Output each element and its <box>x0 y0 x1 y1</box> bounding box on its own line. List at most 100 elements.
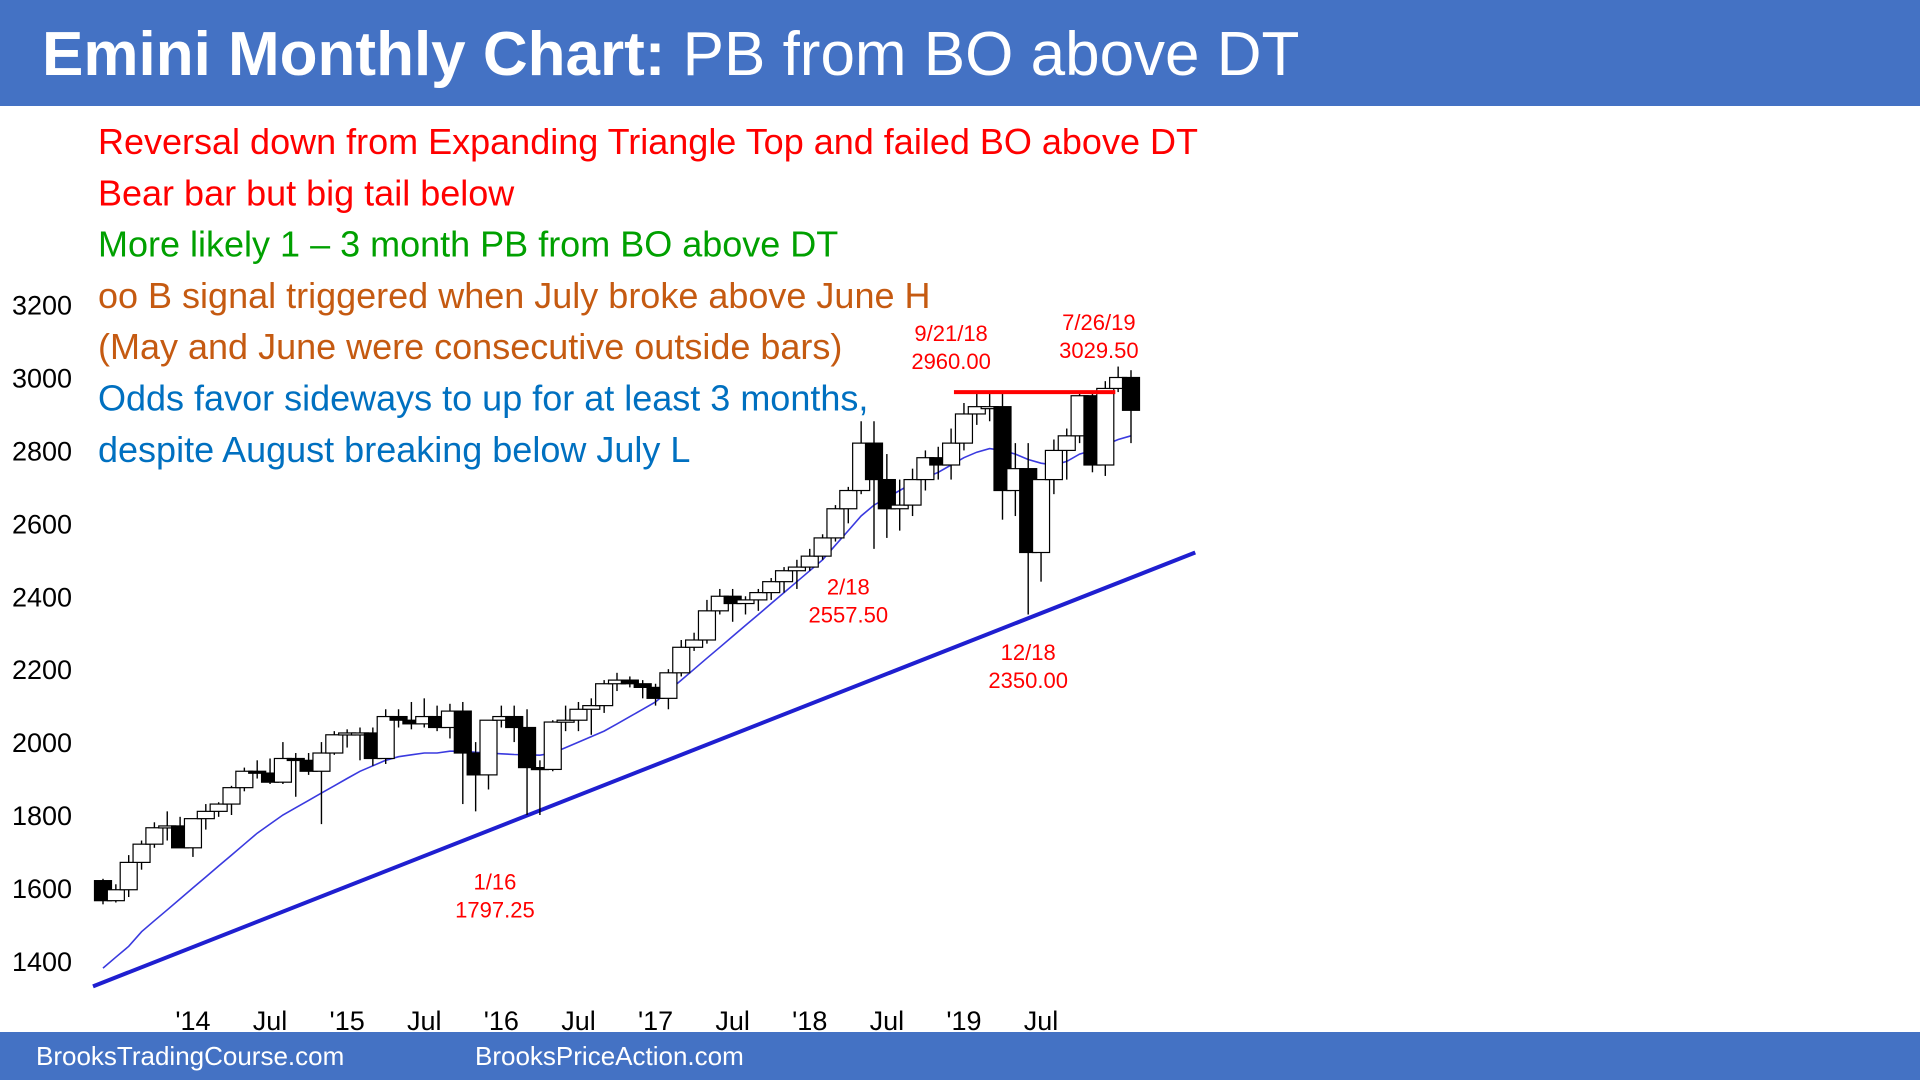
x-tick-label: Jul <box>715 1006 750 1036</box>
x-tick-label: '14 <box>175 1006 210 1036</box>
trend-line <box>92 550 1196 989</box>
x-tick-label: Jul <box>561 1006 596 1036</box>
y-tick-label: 1600 <box>12 874 72 904</box>
chart-note: (May and June were consecutive outside b… <box>98 326 842 367</box>
bull-candle <box>222 787 241 805</box>
moving-average-line <box>102 435 1132 969</box>
title-bold-part: Emini Monthly Chart: <box>42 20 666 89</box>
chart-note: oo B signal triggered when July broke ab… <box>98 275 931 316</box>
x-tick-label: Jul <box>253 1006 288 1036</box>
chart-note: Bear bar but big tail below <box>98 172 515 213</box>
bear-candle <box>517 726 537 769</box>
price-annotation: 3029.50 <box>1059 338 1139 363</box>
bull-candle <box>119 861 138 891</box>
bull-candle <box>1057 435 1076 452</box>
price-annotation: 2/18 <box>827 574 870 599</box>
bull-candle <box>543 721 562 771</box>
price-annotation: 9/21/18 <box>914 321 987 346</box>
title-banner: Emini Monthly Chart: PB from BO above DT <box>0 0 1920 106</box>
y-tick-label: 1400 <box>12 947 72 977</box>
bull-candle <box>659 672 678 699</box>
bull-candle <box>826 508 845 539</box>
bear-candle <box>505 715 524 729</box>
y-tick-label: 2200 <box>12 655 72 685</box>
bull-candle <box>736 599 755 605</box>
price-annotation: 1797.25 <box>455 898 535 923</box>
bear-candle <box>864 442 884 481</box>
chart-note: despite August breaking below July L <box>98 429 690 470</box>
bull-candle <box>800 555 819 568</box>
bull-candle <box>376 715 395 760</box>
bull-candle <box>595 683 614 707</box>
y-tick-label: 2600 <box>12 509 72 539</box>
bull-candle <box>235 770 254 789</box>
bull-candle <box>890 504 909 510</box>
x-tick-label: '16 <box>484 1006 519 1036</box>
footer-banner: BrooksTradingCourse.com BrooksPriceActio… <box>0 1032 1920 1080</box>
x-tick-label: '17 <box>638 1006 673 1036</box>
bull-candle <box>903 478 922 506</box>
bull-candle <box>1096 387 1115 466</box>
bear-candle <box>389 715 408 721</box>
bear-candle <box>248 770 267 774</box>
price-annotation: 1/16 <box>474 870 517 895</box>
footer-right-link[interactable]: BrooksPriceAction.com <box>475 1041 744 1071</box>
bear-candle <box>620 679 639 685</box>
bull-candle <box>1044 449 1064 481</box>
chart-note: More likely 1 – 3 month PB from BO above… <box>98 224 838 265</box>
bull-candle <box>672 646 691 674</box>
x-tick-label: Jul <box>407 1006 442 1036</box>
bull-candle <box>684 639 704 648</box>
bear-candle <box>286 757 305 762</box>
bull-candle <box>697 610 717 641</box>
bull-candle <box>774 570 794 583</box>
bull-candle <box>312 752 331 772</box>
bull-candle <box>569 708 588 721</box>
y-tick-label: 3000 <box>12 364 72 394</box>
chart-note: Odds favor sideways to up for at least 3… <box>98 378 868 419</box>
bull-candle <box>273 757 292 783</box>
bull-candle <box>813 537 832 557</box>
bull-candle <box>325 734 344 754</box>
page-title: Emini Monthly Chart: PB from BO above DT <box>42 18 1299 92</box>
x-tick-label: Jul <box>870 1006 905 1036</box>
bull-candle <box>132 843 151 863</box>
footer-left-link[interactable]: BrooksTradingCourse.com <box>36 1041 345 1071</box>
bull-candle <box>556 719 575 723</box>
y-tick-label: 2800 <box>12 436 72 466</box>
bull-candle <box>582 705 601 710</box>
price-annotation: 2557.50 <box>809 602 889 627</box>
bull-candle <box>762 581 781 594</box>
bear-candle <box>1121 376 1141 411</box>
y-tick-label: 3200 <box>12 291 72 321</box>
chart-note: Reversal down from Expanding Triangle To… <box>98 121 1198 162</box>
bear-candle <box>633 683 652 688</box>
x-tick-label: '15 <box>330 1006 365 1036</box>
bull-candle <box>954 413 974 444</box>
price-annotation: 12/18 <box>1001 640 1056 665</box>
bull-candle <box>479 719 498 776</box>
price-annotation: 2350.00 <box>988 668 1068 693</box>
bull-candle <box>183 818 203 849</box>
y-tick-label: 2000 <box>12 728 72 758</box>
y-tick-label: 1800 <box>12 801 72 831</box>
bull-candle <box>941 442 961 466</box>
bear-candle <box>453 710 472 754</box>
bull-candle <box>145 827 164 845</box>
bull-candle <box>209 803 228 812</box>
price-annotation: 2960.00 <box>911 349 991 374</box>
bull-candle <box>787 566 807 572</box>
bull-candle <box>196 810 215 820</box>
x-tick-label: '19 <box>946 1006 981 1036</box>
x-tick-label: '18 <box>792 1006 827 1036</box>
price-annotation: 7/26/19 <box>1062 310 1135 335</box>
title-regular-part: PB from BO above DT <box>665 20 1300 89</box>
bull-candle <box>106 889 125 902</box>
bear-candle <box>877 478 896 510</box>
bull-candle <box>839 489 858 510</box>
y-tick-label: 2400 <box>12 582 72 612</box>
bull-candle <box>749 592 768 601</box>
bull-candle <box>1031 478 1051 554</box>
x-tick-label: Jul <box>1024 1006 1059 1036</box>
